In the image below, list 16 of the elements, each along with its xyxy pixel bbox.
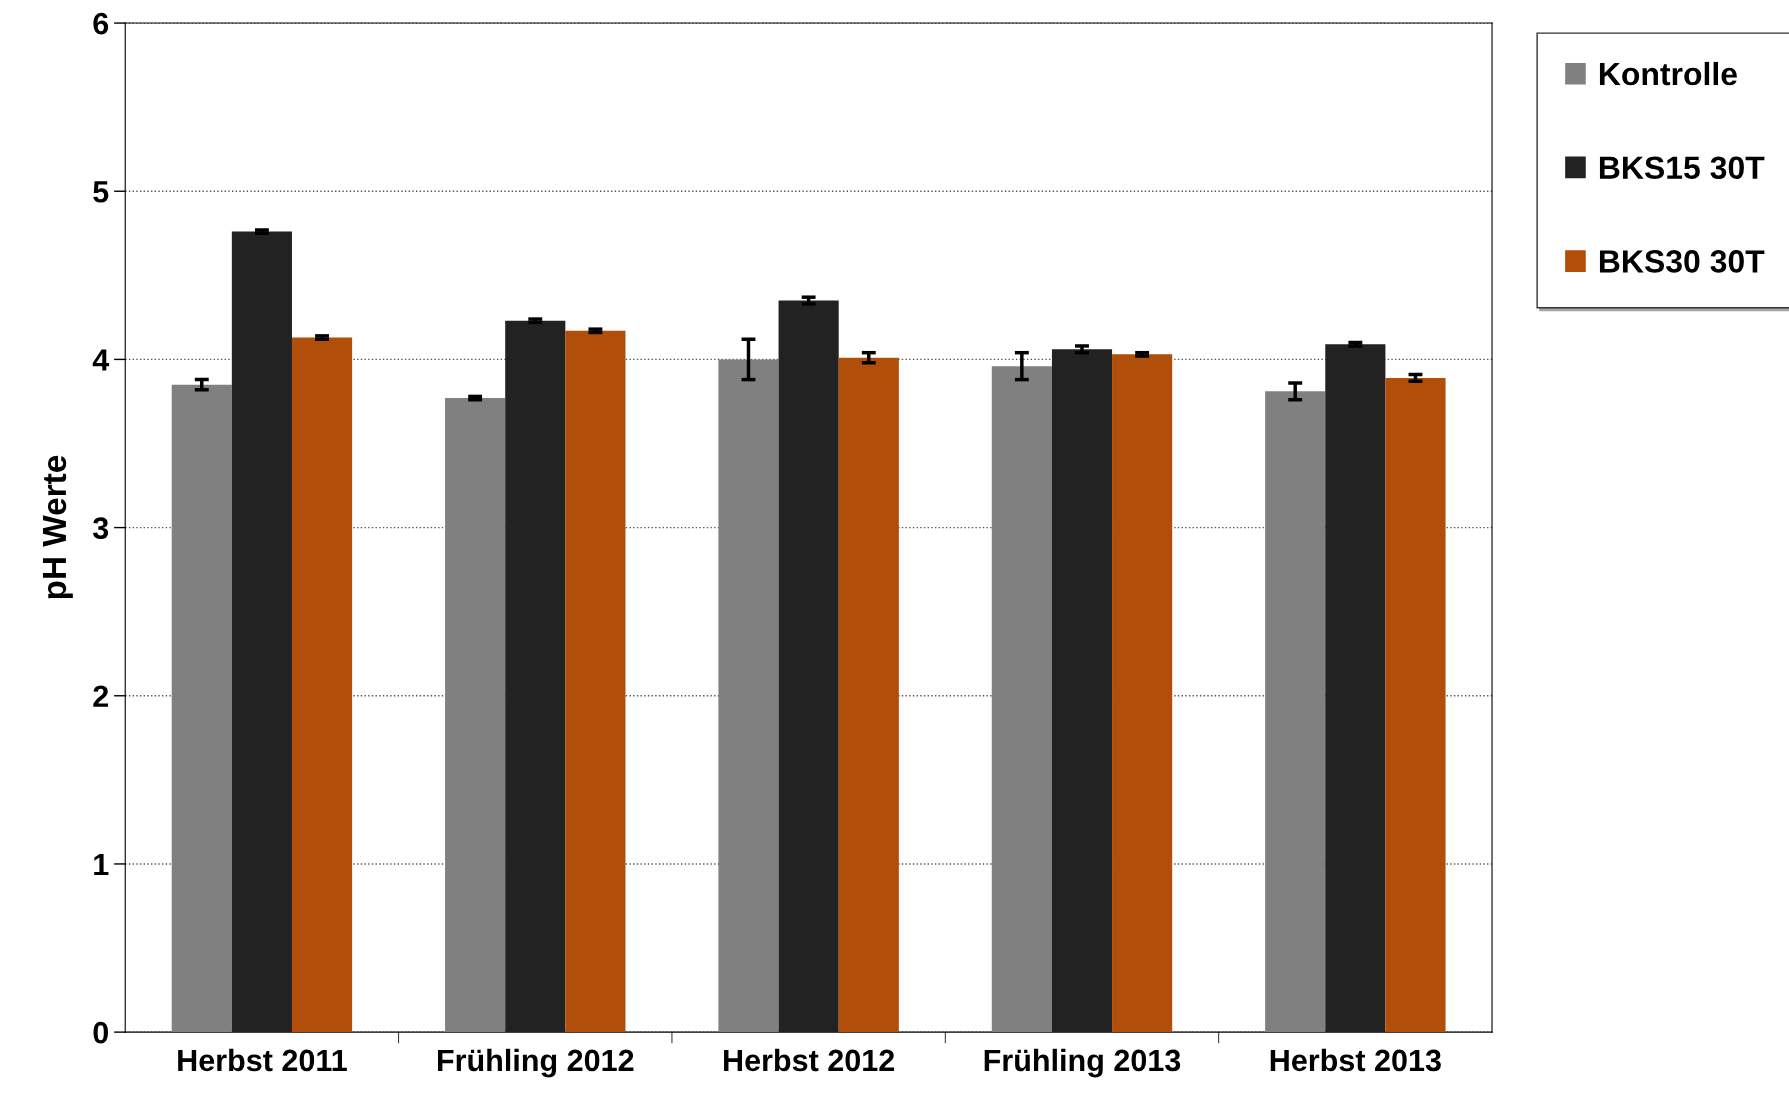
y-tick-label: 2 [93,685,109,707]
x-tick-label: Herbst 2011 [178,1048,347,1072]
y-axis-title: pH Werte [42,455,73,599]
y-tick-label: 0 [93,1021,109,1044]
y-tick-label: 6 [93,12,109,35]
x-tick-label: Herbst 2013 [1270,1048,1441,1072]
y-tick-label: 5 [93,181,109,203]
x-tick-label: Herbst 2012 [724,1048,895,1072]
legend-label: BKS15 30T [1599,156,1765,180]
y-tick-label: 4 [92,349,110,371]
legend-label: BKS30 30T [1599,250,1765,273]
y-tick-label: 1 [94,853,109,876]
y-tick-label: 3 [92,517,109,539]
x-tick-label: Frühling 2013 [984,1048,1181,1078]
x-tick-label: Frühling 2012 [437,1048,634,1078]
legend-label: Kontrolle [1599,61,1737,86]
